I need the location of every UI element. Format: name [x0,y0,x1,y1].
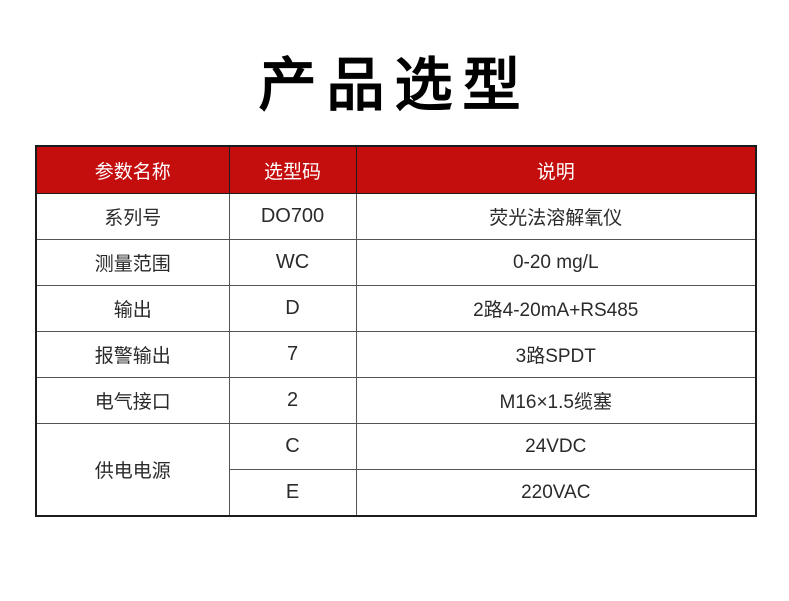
param-cell: 输出 [35,285,230,332]
code-cell: C [228,423,357,470]
table-row: 电气接口 2 M16×1.5缆塞 [35,377,757,424]
param-cell-power-supply: 供电电源 [35,423,230,517]
table-row-merged-power: E 220VAC [36,469,757,517]
product-selection-table: 参数名称 选型码 说明 系列号 DO700 荧光法溶解氧仪 测量范围 WC 0-… [35,145,757,517]
code-cell: 7 [228,331,357,378]
desc-cell: M16×1.5缆塞 [355,377,757,424]
header-param-name: 参数名称 [35,145,230,194]
page-title: 产品选型 [258,53,531,118]
desc-cell: 2路4-20mA+RS485 [355,285,757,332]
code-cell: E [228,469,357,517]
table-row: 报警输出 7 3路SPDT [35,331,757,378]
param-cell: 电气接口 [35,377,230,424]
code-cell: DO700 [228,193,357,240]
desc-cell: 24VDC [355,423,757,470]
desc-cell: 荧光法溶解氧仪 [355,193,757,240]
code-cell: D [228,285,357,332]
code-cell: WC [228,239,357,286]
param-cell: 系列号 [35,193,230,240]
table-row-merged-power: 供电电源 C 24VDC [35,423,757,517]
table-row: 输出 D 2路4-20mA+RS485 [35,285,757,332]
table-row: 测量范围 WC 0-20 mg/L [35,239,757,286]
param-cell: 测量范围 [35,239,230,286]
desc-cell: 220VAC [355,469,757,517]
header-description: 说明 [355,145,757,194]
desc-cell: 3路SPDT [355,331,757,378]
table-header-row: 参数名称 选型码 说明 [35,145,757,194]
table-row: 系列号 DO700 荧光法溶解氧仪 [35,193,757,240]
param-cell: 报警输出 [35,331,230,378]
header-selection-code: 选型码 [228,145,357,194]
desc-cell: 0-20 mg/L [355,239,757,286]
code-cell: 2 [228,377,357,424]
